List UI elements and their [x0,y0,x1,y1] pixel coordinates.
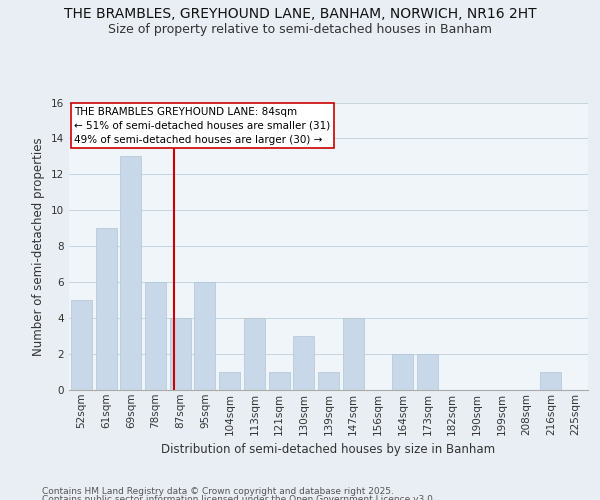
Text: Contains public sector information licensed under the Open Government Licence v3: Contains public sector information licen… [42,495,436,500]
Bar [120,156,141,390]
Bar [145,282,166,390]
Text: Contains HM Land Registry data © Crown copyright and database right 2025.: Contains HM Land Registry data © Crown c… [42,488,394,496]
Text: THE BRAMBLES, GREYHOUND LANE, BANHAM, NORWICH, NR16 2HT: THE BRAMBLES, GREYHOUND LANE, BANHAM, NO… [64,8,536,22]
Bar [417,354,438,390]
Bar [194,282,215,390]
Bar [244,318,265,390]
Bar [219,372,240,390]
Y-axis label: Number of semi-detached properties: Number of semi-detached properties [32,137,46,356]
Bar [541,372,562,390]
Bar [343,318,364,390]
Bar [170,318,191,390]
Bar [269,372,290,390]
Bar [392,354,413,390]
Bar [71,300,92,390]
Bar [95,228,116,390]
Text: Size of property relative to semi-detached houses in Banham: Size of property relative to semi-detach… [108,22,492,36]
Text: THE BRAMBLES GREYHOUND LANE: 84sqm
← 51% of semi-detached houses are smaller (31: THE BRAMBLES GREYHOUND LANE: 84sqm ← 51%… [74,107,331,145]
Bar [293,336,314,390]
X-axis label: Distribution of semi-detached houses by size in Banham: Distribution of semi-detached houses by … [161,443,496,456]
Bar [318,372,339,390]
